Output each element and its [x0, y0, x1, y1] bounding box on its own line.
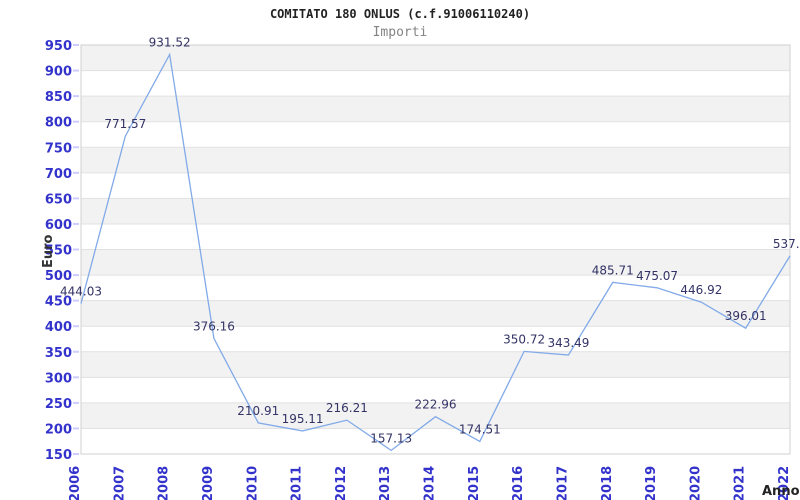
x-tick-label: 2017 [555, 466, 570, 500]
y-tick-label: 800 [45, 116, 72, 131]
x-tick-label: 2009 [201, 466, 216, 500]
x-tick-label: 2018 [600, 466, 615, 500]
point-value-label: 343.49 [547, 336, 589, 350]
background-band [81, 198, 790, 224]
chart-title: COMITATO 180 ONLUS (c.f.91006110240) [269, 7, 531, 21]
y-tick-label: 750 [45, 141, 72, 156]
x-tick-label: 2013 [378, 466, 393, 500]
point-value-label: 222.96 [415, 398, 457, 412]
background-band [81, 402, 790, 429]
background-band [81, 96, 790, 122]
y-tick-label: 350 [45, 346, 72, 361]
x-tick-label: 2007 [112, 466, 127, 500]
point-value-label: 485.71 [592, 263, 634, 277]
point-value-label: 174.51 [459, 422, 501, 436]
x-tick-label: 2015 [467, 466, 482, 500]
plot-border [80, 44, 791, 455]
y-axis-title: Euro [41, 234, 56, 268]
y-tick-label: 850 [45, 90, 72, 105]
point-value-label: 444.03 [60, 285, 102, 299]
x-tick-label: 2008 [157, 466, 172, 500]
y-tick-label: 900 [45, 65, 72, 80]
y-tick-label: 300 [45, 371, 72, 386]
x-axis-title: Anno [762, 484, 800, 499]
y-tick-label: 950 [45, 39, 72, 54]
x-tick-label: 2014 [423, 466, 438, 500]
x-tick-label: 2020 [688, 466, 703, 500]
point-value-label: 216.21 [326, 401, 368, 415]
y-axis-tick-labels: 950 900 850 800 750 700 650 600 550 500 450 400 350 3… [45, 39, 72, 463]
x-tick-label: 2016 [511, 466, 526, 500]
background-band [81, 249, 790, 276]
y-tick-label: 700 [45, 167, 72, 182]
point-value-label: 396.01 [725, 309, 767, 323]
y-tick-label: 450 [45, 295, 72, 310]
point-value-label: 210.91 [237, 404, 279, 418]
plot-background-bands [81, 45, 790, 429]
x-tick-label: 2022 [777, 466, 792, 500]
data-series-line [80, 52, 791, 452]
background-band [81, 45, 790, 71]
x-tick-label: 2006 [68, 466, 83, 500]
point-value-label: 931.52 [149, 35, 191, 49]
y-tick-label: 650 [45, 192, 72, 207]
x-tick-label: 2012 [334, 466, 349, 500]
y-tick-label: 550 [45, 244, 72, 259]
y-tick-label: 400 [45, 320, 72, 335]
x-axis-tick-labels: 2006 2007 2008 2009 2010 2011 2012 2013 2014 2015… [68, 466, 792, 500]
y-tick-label: 600 [45, 218, 72, 233]
background-band [81, 300, 790, 327]
gridlines [81, 70, 790, 429]
point-value-label: 376.16 [193, 319, 235, 333]
x-tick-label: 2021 [733, 466, 748, 500]
axis-tick-marks [73, 44, 79, 455]
x-tick-label: 2010 [245, 466, 260, 500]
point-value-label: 771.57 [104, 117, 146, 131]
chart-subtitle: Importi [372, 25, 428, 40]
y-tick-label: 200 [45, 422, 72, 437]
point-value-label: 537.5 [773, 237, 800, 251]
background-band [81, 351, 790, 378]
y-tick-label: 150 [45, 448, 72, 463]
point-value-label: 350.72 [503, 332, 545, 346]
point-value-label: 195.11 [282, 412, 324, 426]
x-tick-label: 2011 [290, 466, 305, 500]
point-value-label: 446.92 [680, 283, 722, 297]
point-value-label: 157.13 [370, 431, 412, 445]
y-tick-label: 500 [45, 269, 72, 284]
series-line [80, 52, 791, 452]
point-value-label: 475.07 [636, 269, 678, 283]
background-band [81, 147, 790, 173]
y-tick-label: 250 [45, 397, 72, 412]
x-tick-label: 2019 [644, 466, 659, 500]
data-point-labels: 444.03 771.57 931.52 376.16 210.91195.11216.… [60, 35, 800, 445]
